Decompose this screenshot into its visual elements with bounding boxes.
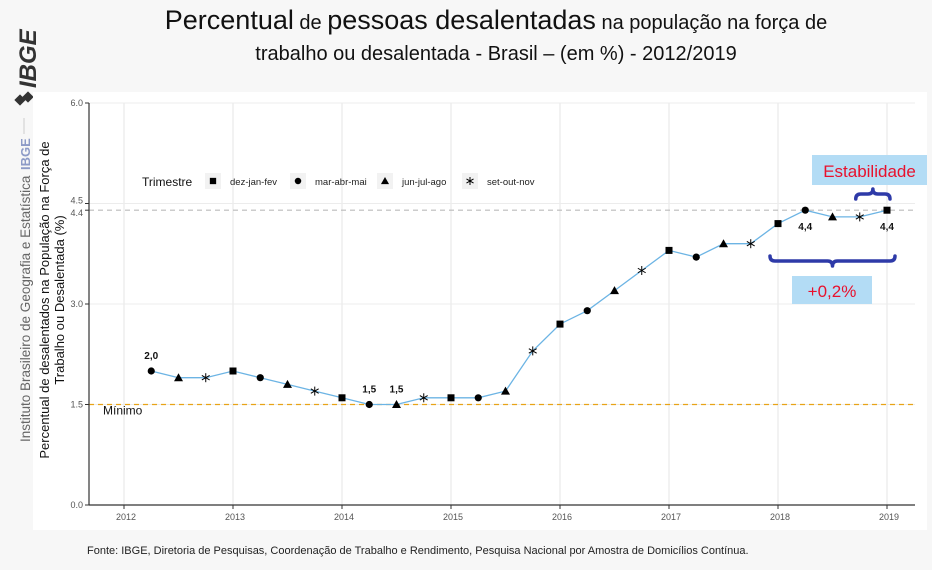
axes: 0.0 1.5 3.0 4.4 4.5 6.0 2012 2013 2014 2015 2016 20… (70, 98, 915, 522)
x-tick-label: 2015 (443, 512, 463, 522)
marker-square (338, 394, 346, 402)
marker-square (556, 320, 564, 328)
x-tick-label: 2017 (661, 512, 681, 522)
markers (147, 206, 891, 409)
asterisk-stroke (466, 178, 474, 184)
sidebar: IBGE IBGE Instituto Brasileiro de Geogra… (14, 28, 42, 442)
x-tick-label: 2019 (879, 512, 899, 522)
marker-circle (294, 177, 302, 185)
marker-asterisk (746, 239, 755, 249)
y-axis-label: Trabalho ou Desalentada (%) (52, 215, 67, 384)
marker-triangle (392, 400, 401, 408)
marker-circle (365, 400, 373, 409)
stability-box (812, 155, 927, 185)
stability-label: Estabilidade (823, 162, 916, 181)
marker-circle (474, 394, 482, 402)
x-tick-label: 2013 (225, 512, 245, 522)
x-tick-label: 2018 (770, 512, 790, 522)
chart-title: Percentual de pessoas desalentadas na po… (0, 5, 932, 36)
marker-asterisk (855, 212, 864, 222)
change-brace (768, 254, 897, 268)
chart-subtitle: trabalho ou desalentada - Brasil – (em %… (255, 43, 737, 65)
change-label: +0,2% (808, 282, 857, 301)
asterisk-stroke (419, 395, 428, 401)
data-labels: 2,0 1,5 1,5 4,4 4,4 (144, 222, 894, 395)
y-tick-label: 6.0 (70, 98, 83, 108)
title-part: de (293, 12, 328, 34)
marker-asterisk (419, 393, 428, 403)
marker-triangle (174, 373, 183, 382)
marker-circle (256, 374, 264, 382)
marker-circle (583, 307, 591, 315)
legend-item: mar-abr-mai (290, 173, 367, 189)
asterisk-stroke (310, 388, 319, 394)
x-tick-label: 2016 (552, 512, 572, 522)
marker-triangle (719, 239, 728, 248)
source-note: Fonte: IBGE, Diretoria de Pesquisas, Coo… (87, 545, 749, 557)
x-tick-label: 2014 (334, 512, 354, 522)
marker-square (774, 220, 782, 228)
legend: Trimestre dez-jan-fev mar-abr-mai jun-jul-a… (142, 173, 535, 189)
change-box (792, 276, 872, 304)
marker-triangle (501, 386, 510, 395)
marker-square (883, 206, 891, 214)
legend-label: mar-abr-mai (315, 177, 367, 188)
data-label: 1,5 (362, 385, 376, 396)
minimum-label: Mínimo (103, 404, 143, 418)
marker-asterisk (466, 176, 474, 186)
ibge-logo: IBGE (14, 28, 42, 106)
marker-circle (801, 206, 809, 214)
marker-circle (692, 253, 700, 261)
y-tick-label: 3.0 (70, 299, 83, 309)
data-label: 4,4 (880, 222, 894, 233)
grid (89, 102, 915, 505)
legend-label: jun-jul-ago (401, 177, 446, 188)
y-tick-label: 0.0 (70, 500, 83, 510)
marker-triangle (610, 286, 619, 295)
asterisk-stroke (201, 375, 210, 381)
marker-circle (147, 367, 155, 375)
title-part: Percentual (164, 5, 294, 35)
y-tick-label: 1.5 (70, 400, 83, 410)
data-label: 1,5 (390, 385, 404, 396)
legend-label: dez-jan-fev (230, 177, 277, 188)
institute-name: Instituto Brasileiro de Geografia e Esta… (18, 175, 33, 442)
marker-square (229, 367, 237, 375)
marker-triangle (380, 176, 390, 185)
reference-lines: Mínimo (89, 209, 915, 418)
y-tick-label: 4.5 (70, 196, 83, 206)
marker-asterisk (528, 346, 537, 356)
legend-title: Trimestre (142, 175, 193, 189)
marker-square (209, 177, 217, 185)
annotations: Estabilidade +0,2% (768, 155, 927, 304)
asterisk-stroke (637, 267, 646, 274)
marker-asterisk (637, 266, 646, 275)
marker-square (447, 394, 455, 402)
marker-triangle (828, 212, 837, 221)
marker-triangle (283, 379, 292, 388)
legend-label: set-out-nov (487, 177, 535, 188)
marker-asterisk (201, 373, 210, 383)
data-label: 2,0 (144, 351, 158, 362)
asterisk-stroke (855, 214, 864, 220)
marker-square (665, 246, 673, 254)
x-tick-label: 2012 (116, 512, 136, 522)
y-axis-label: Percentual de desalentados na População … (37, 141, 52, 458)
asterisk-stroke (746, 241, 755, 247)
title-part: na população na força de (595, 12, 828, 34)
institute-abbr: IBGE (18, 138, 33, 170)
series-line (151, 209, 888, 406)
y-tick-label: 4.4 (70, 208, 83, 218)
marker-asterisk (310, 386, 319, 396)
asterisk-stroke (528, 348, 537, 354)
ibge-logo-text: IBGE (15, 28, 42, 88)
stability-brace (854, 187, 892, 201)
legend-item: dez-jan-fev (205, 173, 277, 189)
legend-item: set-out-nov (462, 173, 535, 189)
legend-item: jun-jul-ago (377, 173, 446, 189)
title-part: pessoas desalentadas (327, 5, 596, 35)
data-label: 4,4 (798, 222, 812, 233)
